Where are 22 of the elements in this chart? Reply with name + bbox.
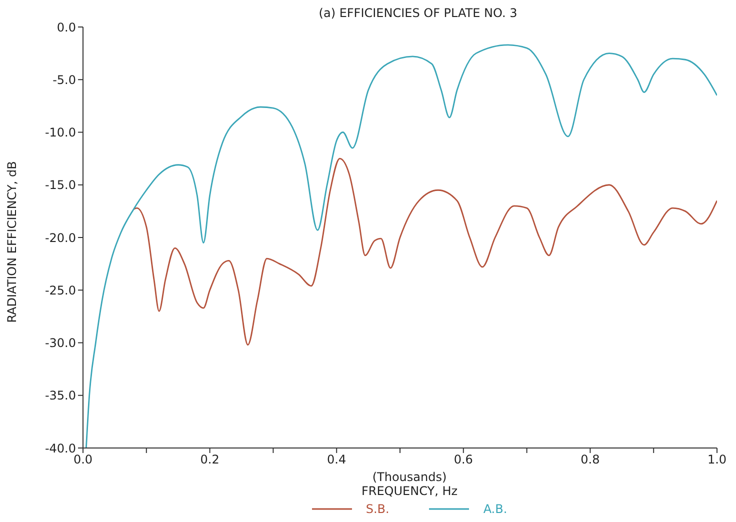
line-series xyxy=(85,44,717,448)
y-axis-title: RADIATION EFFICIENCY, dB xyxy=(5,160,20,322)
y-tick-label: -20.0 xyxy=(44,230,76,245)
y-tick-label: -30.0 xyxy=(44,336,76,350)
y-tick-label: -15.0 xyxy=(44,178,76,192)
x-tick-label: 0.4 xyxy=(327,452,346,467)
x-tick-label: 0.8 xyxy=(580,452,600,467)
y-tick-label: -5.0 xyxy=(52,72,76,87)
x-tick-label: 1.0 xyxy=(707,452,727,467)
x-tick-label: 0.0 xyxy=(73,452,93,467)
y-tick-label: -40.0 xyxy=(44,441,76,456)
legend-label: A.B. xyxy=(483,502,508,516)
y-tick-label: 0.0 xyxy=(56,20,76,34)
x-axis-title: (Thousands) FREQUENCY, Hz xyxy=(360,470,459,498)
x-tick-label: 0.2 xyxy=(200,452,220,467)
legend-label: S.B. xyxy=(366,502,390,516)
x-tick-label: 0.6 xyxy=(454,452,473,467)
y-tick-label: -10.0 xyxy=(44,126,76,140)
y-tick-label: -25.0 xyxy=(44,283,76,298)
line-series xyxy=(133,158,717,346)
y-tick-label: -35.0 xyxy=(44,388,76,403)
chart-title: (a) EFFICIENCIES OF PLATE NO. 3 xyxy=(318,6,518,20)
